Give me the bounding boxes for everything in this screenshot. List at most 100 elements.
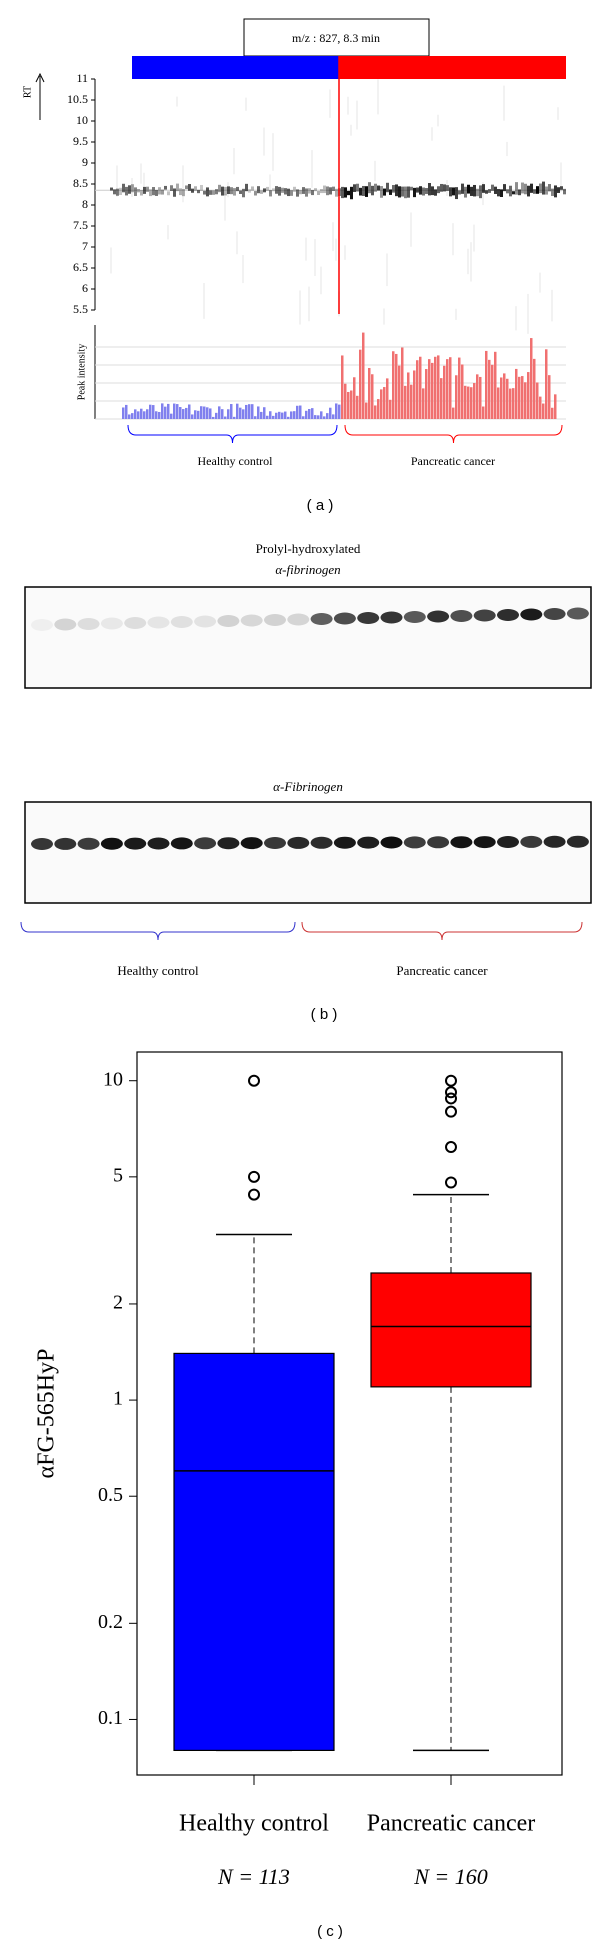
peak — [476, 374, 479, 419]
noise — [131, 177, 133, 197]
band — [100, 837, 123, 850]
band — [450, 836, 473, 849]
noise — [377, 79, 379, 115]
noise — [350, 124, 352, 136]
signal — [161, 189, 164, 195]
signal — [164, 185, 167, 190]
signal — [356, 183, 359, 192]
signal — [536, 186, 539, 194]
signal — [149, 189, 152, 197]
signal — [545, 186, 548, 195]
peak — [305, 410, 308, 419]
peak — [245, 404, 248, 419]
y-tick-label: 0.5 — [98, 1484, 123, 1506]
signal — [443, 184, 446, 192]
peak — [398, 365, 401, 419]
noise — [116, 165, 118, 197]
peak — [467, 386, 470, 419]
signal — [137, 188, 140, 193]
signal — [224, 186, 227, 196]
peak — [335, 403, 338, 419]
signal — [467, 184, 470, 194]
bracket — [20, 921, 296, 941]
n-label: N = 160 — [413, 1864, 488, 1889]
title-box — [243, 18, 430, 57]
signal — [392, 185, 395, 193]
signal — [374, 183, 377, 192]
signal — [293, 186, 296, 192]
noise — [452, 223, 454, 256]
panel-title: m/z : 827, 8.3 min — [292, 31, 380, 45]
signal — [173, 188, 176, 197]
signal — [182, 189, 185, 197]
peak — [491, 364, 494, 419]
signal — [215, 189, 218, 195]
peak — [488, 359, 491, 419]
peak — [326, 413, 329, 419]
signal — [458, 190, 461, 195]
signal — [317, 190, 320, 196]
peak — [548, 375, 551, 419]
signal — [377, 185, 380, 191]
signal — [368, 182, 371, 194]
plot-frame — [136, 1051, 563, 1776]
peak — [212, 416, 215, 419]
y-tick-label: 11 — [76, 71, 88, 85]
peak — [221, 409, 224, 419]
signal — [233, 188, 236, 196]
peak — [167, 403, 170, 419]
signal — [530, 183, 533, 193]
y-tick-label: 2 — [113, 1292, 123, 1314]
band — [380, 836, 403, 849]
signal — [491, 184, 494, 191]
signal — [263, 188, 266, 193]
signal — [239, 190, 242, 194]
signal — [311, 190, 314, 196]
y2-label: Peak intensity — [76, 344, 87, 400]
signal — [434, 189, 437, 196]
y-tick-label: 7.5 — [73, 218, 88, 232]
band — [310, 836, 333, 849]
band — [124, 837, 147, 850]
signal — [185, 185, 188, 190]
signal — [515, 182, 518, 195]
y-tick-label: 10.5 — [67, 92, 88, 106]
peak — [452, 407, 455, 419]
peak — [368, 368, 371, 419]
blot — [24, 586, 592, 689]
noise — [314, 239, 316, 276]
band — [31, 619, 53, 631]
signal — [404, 186, 407, 199]
band — [566, 835, 589, 848]
noise — [311, 150, 313, 188]
peak — [260, 411, 263, 419]
noise — [224, 193, 226, 221]
noise — [467, 248, 469, 275]
signal — [320, 189, 323, 194]
signal — [527, 185, 530, 197]
signal — [230, 187, 233, 195]
y-label: RT — [22, 86, 33, 98]
bracket — [344, 424, 563, 444]
peak — [236, 403, 239, 419]
signal — [488, 189, 491, 193]
noise — [446, 180, 448, 197]
signal — [218, 184, 221, 193]
signal — [422, 187, 425, 196]
peak — [527, 372, 530, 419]
band — [543, 608, 566, 620]
signal — [512, 191, 515, 195]
signal — [134, 187, 137, 196]
signal — [326, 186, 329, 196]
outlier — [248, 1170, 260, 1183]
peak — [386, 378, 389, 419]
noise — [551, 289, 553, 322]
signal — [503, 184, 506, 192]
peak — [158, 411, 161, 419]
band — [450, 610, 473, 622]
peak — [128, 414, 131, 419]
band — [147, 616, 170, 629]
peak — [479, 376, 482, 419]
band — [124, 617, 147, 629]
peak — [542, 403, 545, 419]
